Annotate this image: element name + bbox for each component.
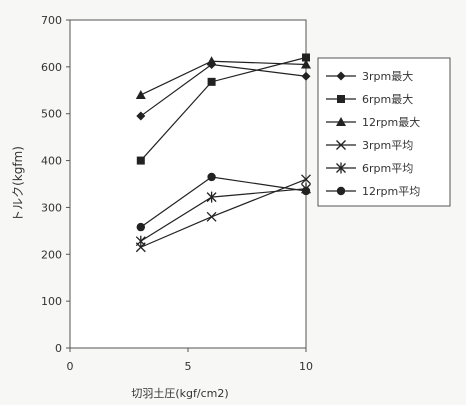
data-point xyxy=(135,89,146,99)
legend-item: 12rpm最大 xyxy=(326,115,420,129)
legend: 3rpm最大 6rpm最大 12rpm最大 3rpm平均 6rpm平均 12rpm平均 xyxy=(317,57,451,207)
legend-label: 3rpm最大 xyxy=(362,69,413,83)
data-point xyxy=(301,59,311,69)
y-tick-label: 0 xyxy=(55,342,62,355)
data-point xyxy=(136,111,146,121)
legend-marker xyxy=(336,186,346,196)
legend-label: 6rpm最大 xyxy=(362,92,413,106)
data-point xyxy=(206,56,217,66)
legend-label: 12rpm最大 xyxy=(362,115,420,129)
legend-marker xyxy=(336,140,346,150)
y-tick-label: 500 xyxy=(41,108,62,121)
data-point xyxy=(301,71,311,81)
data-point xyxy=(207,77,216,86)
legend-item: 6rpm最大 xyxy=(326,92,413,106)
x-axis: 0 5 10 xyxy=(67,348,313,373)
x-tick-label: 10 xyxy=(299,360,313,373)
legend-marker xyxy=(336,162,346,174)
y-tick-label: 600 xyxy=(41,61,62,74)
x-tick-label: 0 xyxy=(67,360,74,373)
series-layer xyxy=(135,53,311,253)
x-axis-label: 切羽土圧(kgf/cm2) xyxy=(131,387,228,400)
y-tick-label: 100 xyxy=(41,295,62,308)
legend-label: 6rpm平均 xyxy=(362,162,413,175)
data-point xyxy=(302,53,310,62)
legend-items: 3rpm最大 6rpm最大 12rpm最大 3rpm平均 6rpm平均 12rpm平均 xyxy=(326,69,420,198)
legend-item: 3rpm平均 xyxy=(326,139,413,152)
y-tick-label: 200 xyxy=(41,248,62,261)
legend-item: 6rpm平均 xyxy=(326,162,413,175)
data-point xyxy=(136,156,145,165)
legend-item: 12rpm平均 xyxy=(326,185,420,198)
y-tick-label: 300 xyxy=(41,201,62,214)
legend-box xyxy=(317,57,451,207)
data-point xyxy=(136,222,145,232)
y-axis: 0 100 200 300 400 500 600 700 xyxy=(41,14,70,355)
legend-label: 3rpm平均 xyxy=(362,139,413,152)
data-point xyxy=(206,191,217,203)
plot-area xyxy=(69,19,307,349)
y-axis-label: トルク(kgfm) xyxy=(11,146,25,222)
y-tick-label: 400 xyxy=(41,155,62,168)
legend-marker xyxy=(337,95,345,103)
series-2 xyxy=(136,53,310,165)
y-tick-label: 700 xyxy=(41,14,62,27)
x-tick-label: 5 xyxy=(185,360,192,373)
legend-item: 3rpm最大 xyxy=(326,69,413,83)
series-3 xyxy=(135,56,311,99)
data-point xyxy=(206,211,217,222)
data-point xyxy=(301,186,311,196)
data-point xyxy=(207,172,216,182)
legend-marker xyxy=(336,117,346,126)
legend-label: 12rpm平均 xyxy=(362,185,420,198)
series-6 xyxy=(136,172,311,232)
data-point xyxy=(135,235,146,247)
legend-marker xyxy=(336,71,346,81)
data-point xyxy=(301,174,311,185)
